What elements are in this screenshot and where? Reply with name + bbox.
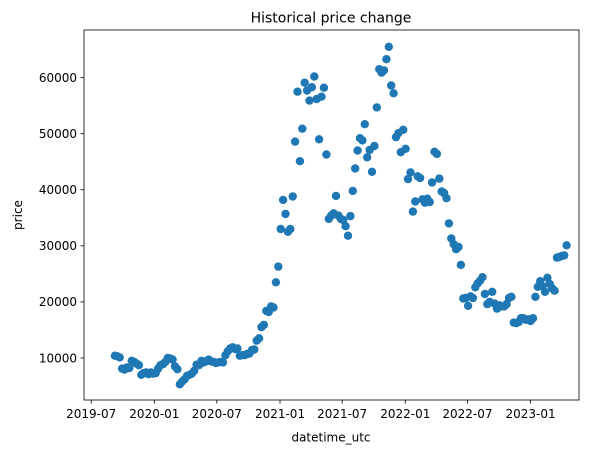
chart-title: Historical price change bbox=[251, 11, 412, 27]
data-point bbox=[343, 231, 353, 240]
data-point bbox=[290, 137, 300, 146]
data-point bbox=[281, 209, 290, 219]
data-point bbox=[346, 211, 355, 221]
y-tick-label: 60000 bbox=[39, 71, 77, 85]
data-point bbox=[250, 345, 259, 354]
data-point bbox=[307, 83, 317, 92]
data-point bbox=[411, 197, 420, 206]
data-point bbox=[528, 314, 538, 323]
data-point bbox=[480, 289, 490, 299]
data-point bbox=[348, 186, 357, 196]
data-point bbox=[353, 146, 362, 155]
data-point bbox=[403, 174, 413, 184]
x-axis-ticks: 2019-07 2020-01 2020-07 2021-01 2021-07 2022-… bbox=[66, 400, 556, 421]
y-tick-label: 10000 bbox=[39, 351, 77, 365]
data-point bbox=[233, 344, 242, 353]
data-point bbox=[310, 72, 319, 81]
data-point bbox=[442, 194, 451, 203]
data-point bbox=[399, 125, 408, 134]
data-point bbox=[286, 224, 295, 234]
data-point bbox=[322, 150, 331, 159]
y-tick-label: 50000 bbox=[39, 127, 77, 141]
x-tick-label: 2021-01 bbox=[255, 407, 305, 421]
data-point bbox=[298, 124, 307, 133]
data-point bbox=[367, 167, 377, 176]
y-tick-label: 20000 bbox=[39, 295, 77, 309]
data-point bbox=[550, 286, 559, 295]
data-point bbox=[115, 353, 124, 362]
x-tick-label: 2020-07 bbox=[192, 407, 242, 421]
data-point bbox=[454, 242, 463, 252]
data-point bbox=[288, 192, 297, 201]
data-point bbox=[488, 287, 497, 296]
data-point bbox=[360, 120, 369, 129]
data-point bbox=[427, 178, 437, 187]
data-point bbox=[435, 174, 444, 183]
x-tick-label: 2022-01 bbox=[380, 407, 430, 421]
data-point bbox=[456, 260, 466, 270]
data-point bbox=[507, 292, 516, 301]
data-point bbox=[560, 251, 569, 260]
x-tick-label: 2019-07 bbox=[66, 407, 116, 421]
data-point bbox=[278, 195, 288, 205]
data-point bbox=[358, 136, 367, 145]
y-tick-label: 30000 bbox=[39, 239, 77, 253]
data-point bbox=[351, 164, 360, 173]
data-point bbox=[341, 222, 350, 231]
data-point bbox=[254, 334, 264, 343]
data-point bbox=[305, 96, 314, 105]
data-point bbox=[408, 207, 418, 216]
y-tick-label: 40000 bbox=[39, 183, 77, 197]
x-axis-title: datetime_utc bbox=[291, 431, 370, 445]
data-point bbox=[363, 153, 372, 162]
data-point bbox=[300, 78, 309, 87]
data-point bbox=[540, 287, 550, 296]
data-point bbox=[444, 219, 454, 228]
data-point bbox=[259, 320, 269, 330]
data-point bbox=[271, 278, 281, 287]
data-point bbox=[389, 89, 398, 98]
data-point bbox=[384, 42, 393, 51]
data-point bbox=[387, 81, 396, 90]
data-point bbox=[468, 293, 478, 303]
data-point bbox=[425, 197, 434, 207]
data-point bbox=[432, 149, 442, 159]
data-point bbox=[319, 83, 329, 92]
data-point bbox=[562, 241, 571, 250]
data-point bbox=[317, 92, 326, 101]
x-tick-label: 2023-01 bbox=[506, 407, 556, 421]
data-point bbox=[370, 141, 379, 151]
data-point bbox=[478, 273, 487, 282]
data-point bbox=[134, 361, 144, 370]
data-point bbox=[382, 55, 391, 64]
y-axis-title: price bbox=[11, 200, 25, 230]
data-point bbox=[293, 87, 302, 96]
data-point bbox=[372, 103, 381, 112]
data-point bbox=[331, 191, 341, 201]
data-point bbox=[401, 144, 410, 153]
data-point bbox=[274, 262, 283, 271]
data-point bbox=[218, 358, 228, 367]
data-point bbox=[295, 157, 305, 166]
y-axis-ticks: 10000 20000 30000 40000 50000 60000 bbox=[39, 71, 84, 365]
x-tick-label: 2021-07 bbox=[317, 407, 367, 421]
data-points bbox=[110, 42, 571, 389]
data-point bbox=[406, 168, 415, 177]
x-tick-label: 2022-07 bbox=[442, 407, 492, 421]
data-point bbox=[269, 303, 278, 312]
data-point bbox=[125, 363, 134, 373]
data-point bbox=[531, 292, 540, 301]
data-point bbox=[379, 66, 389, 75]
data-point bbox=[168, 355, 177, 364]
data-point bbox=[314, 135, 324, 144]
data-point bbox=[173, 365, 182, 374]
data-point bbox=[276, 224, 285, 234]
plot-frame bbox=[83, 29, 580, 401]
data-point bbox=[463, 301, 473, 310]
x-tick-label: 2020-01 bbox=[129, 407, 179, 421]
data-point bbox=[415, 173, 425, 183]
